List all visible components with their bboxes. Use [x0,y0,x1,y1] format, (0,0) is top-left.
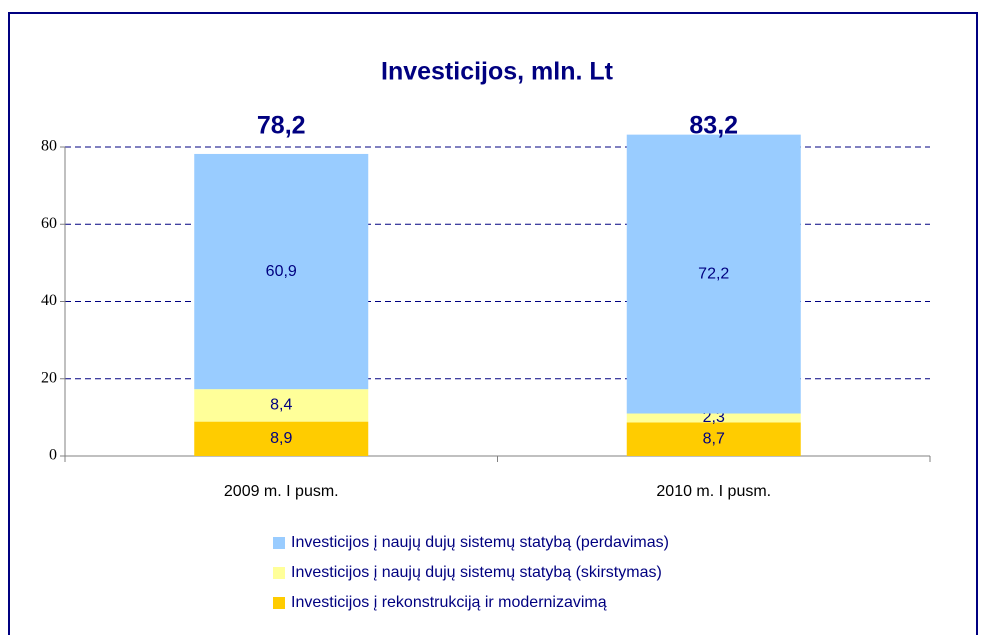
bar-segment [194,153,369,390]
bar-segment [626,134,801,414]
chart-title: Investicijos, mln. Lt [381,58,614,86]
y-tick-label: 60 [41,215,57,232]
legend-label: Investicijos į naujų dujų sistemų statyb… [291,564,662,581]
legend-label: Investicijos į rekonstrukciją ir moderni… [291,594,607,611]
total-label: 83,2 [689,112,738,140]
legend-swatch [273,537,285,549]
y-tick-label: 0 [49,447,57,464]
frame [8,12,978,635]
x-tick-label: 2009 m. I pusm. [224,483,339,500]
legend-swatch [273,597,285,609]
data-label: 60,9 [266,263,297,280]
data-label: 8,4 [270,397,292,414]
y-tick-label: 80 [41,138,57,155]
bar-segment [194,389,369,422]
legend-label: Investicijos į naujų dujų sistemų statyb… [291,534,669,551]
bar-segment [626,422,801,456]
data-label: 8,9 [270,430,292,447]
data-label: 72,2 [698,265,729,282]
data-label: 8,7 [703,430,725,447]
x-tick-label: 2010 m. I pusm. [656,483,771,500]
y-tick-label: 40 [41,292,57,309]
legend-swatch [273,567,285,579]
total-label: 78,2 [257,112,306,140]
bar-segment [194,421,369,456]
y-tick-label: 20 [41,369,57,386]
bar-segment [626,413,801,423]
